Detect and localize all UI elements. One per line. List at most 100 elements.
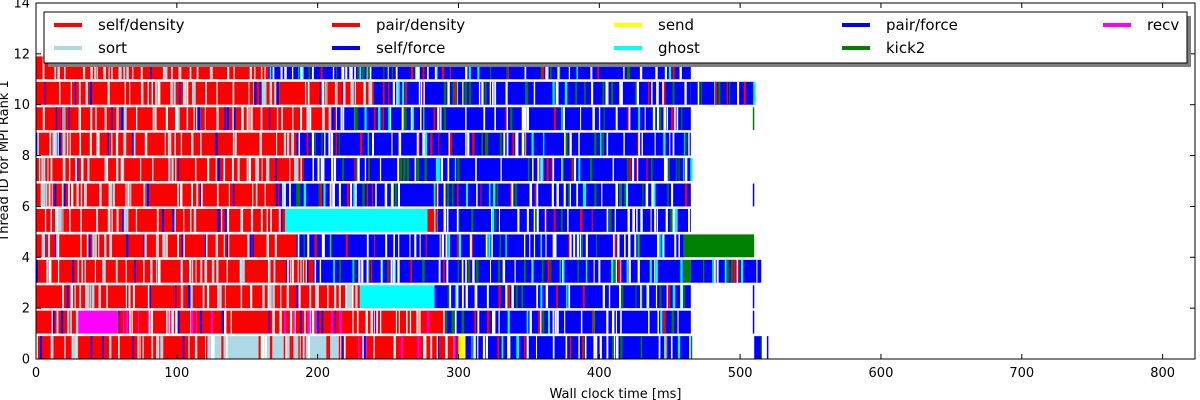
task-stripe [75, 310, 79, 334]
task-stripe [362, 183, 365, 207]
task-stripe [155, 107, 157, 131]
task-stripe [477, 310, 480, 334]
task-stripe [191, 310, 194, 334]
task-stripe [131, 310, 133, 334]
task-stripe [461, 259, 464, 283]
task-bar [36, 132, 297, 156]
task-stripe [171, 158, 174, 181]
task-stripe [233, 107, 236, 131]
task-stripe [490, 259, 492, 283]
task-stripe [449, 285, 452, 309]
task-stripe [96, 56, 98, 80]
task-stripe [52, 336, 54, 359]
task-stripe [147, 310, 149, 334]
task-stripe [216, 81, 218, 105]
task-stripe [340, 336, 342, 359]
task-stripe [564, 81, 568, 105]
task-stripe [489, 81, 492, 105]
task-stripe [223, 234, 225, 258]
task-stripe [724, 259, 727, 283]
task-stripe [670, 208, 673, 232]
task-stripe [485, 336, 489, 359]
task-stripe [674, 234, 677, 258]
task-stripe [155, 259, 158, 283]
task-stripe [283, 336, 286, 359]
task-stripe [281, 208, 283, 232]
task-stripe [177, 107, 180, 131]
task-stripe [562, 107, 565, 131]
task-stripe [338, 132, 340, 156]
task-stripe [62, 285, 64, 309]
task-stripe [395, 56, 398, 80]
task-stripe [491, 208, 495, 232]
task-stripe [228, 234, 230, 258]
task-stripe [614, 234, 617, 258]
task-stripe [56, 310, 59, 334]
task-stripe [108, 183, 112, 207]
task-stripe [108, 56, 110, 80]
task-stripe [472, 259, 475, 283]
x-axis-ticks: 0 100 200 300 400 500 600 700 800 [32, 3, 1175, 381]
task-stripe [551, 158, 553, 181]
task-stripe [47, 158, 49, 181]
task-stripe [678, 158, 680, 181]
task-stripe [260, 56, 263, 80]
task-stripe [638, 132, 641, 156]
task-stripe [532, 259, 534, 283]
task-stripe [624, 183, 627, 207]
task-stripe [675, 158, 677, 181]
task-stripe [107, 81, 109, 105]
y-tick-label: 0 [22, 353, 30, 368]
task-stripe [224, 285, 226, 309]
task-stripe [674, 107, 676, 131]
task-stripe [423, 336, 426, 359]
task-stripe [629, 158, 632, 181]
task-stripe [567, 208, 569, 232]
task-stripe [451, 310, 454, 334]
task-stripe [341, 336, 344, 359]
task-stripe [659, 285, 662, 309]
task-stripe [314, 259, 317, 283]
task-stripe [150, 56, 152, 80]
task-stripe [392, 81, 395, 105]
task-stripe [58, 132, 61, 156]
task-stripe [211, 259, 215, 283]
task-stripe [498, 259, 501, 283]
task-stripe [257, 158, 259, 181]
task-stripe [216, 234, 219, 258]
task-stripe [365, 310, 368, 334]
task-stripe [636, 208, 638, 232]
task-stripe [191, 259, 194, 283]
task-stripe [151, 336, 154, 359]
task-stripe [335, 132, 338, 156]
task-stripe [326, 336, 329, 359]
task-stripe [328, 336, 330, 359]
task-stripe [38, 158, 41, 181]
task-stripe [414, 234, 417, 258]
task-stripe [70, 81, 72, 105]
task-stripe [651, 158, 653, 181]
task-stripe [156, 336, 159, 359]
task-stripe [580, 208, 583, 232]
task-stripe [663, 81, 666, 105]
task-stripe [363, 81, 366, 105]
task-stripe [611, 81, 614, 105]
task-stripe [204, 259, 206, 283]
x-tick-label: 0 [32, 366, 40, 381]
task-stripe [228, 183, 230, 207]
task-stripe [357, 56, 359, 80]
task-stripe [416, 310, 419, 334]
task-stripe [562, 259, 564, 283]
task-stripe [521, 132, 525, 156]
task-stripe [272, 310, 275, 334]
task-stripe [556, 183, 559, 207]
task-stripe [108, 208, 111, 232]
task-stripe [207, 158, 210, 181]
task-stripe [347, 183, 350, 207]
task-stripe [63, 183, 66, 207]
task-stripe [525, 81, 529, 105]
task-stripe [321, 81, 324, 105]
task-stripe [424, 158, 427, 181]
task-stripe [542, 310, 545, 334]
task-stripe [756, 259, 758, 283]
